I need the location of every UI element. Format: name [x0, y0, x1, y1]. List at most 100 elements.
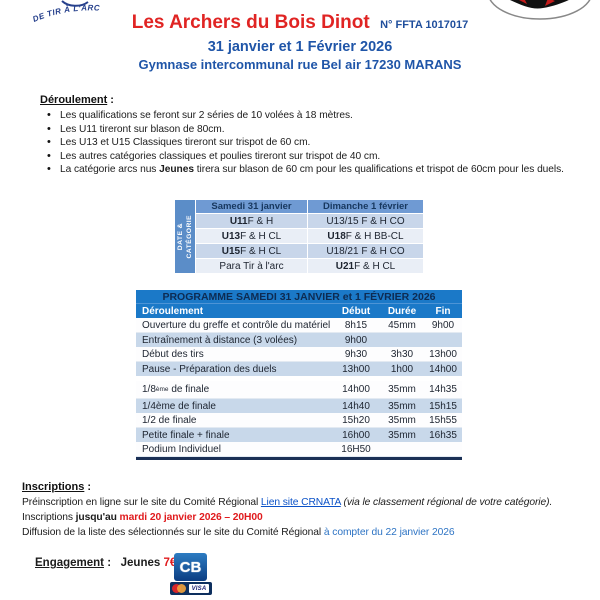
cell-fin: 16h35	[429, 429, 457, 441]
row-label: 1/8 ème de finale	[136, 381, 332, 398]
text-segment: Préinscription en ligne sur le site du C…	[22, 497, 261, 508]
programme-table-body: Ouverture du greffe et contrôle du matér…	[136, 318, 462, 457]
row-label: Petite finale + finale	[136, 428, 332, 442]
cell-debut: 14h40	[342, 400, 370, 412]
cell-sunday: U18 F & H BB-CL	[308, 229, 423, 243]
text-segment: F & H CL	[240, 245, 282, 257]
text-segment: Les U11 tireront sur blason de 80cm.	[60, 123, 225, 135]
cell-debut: 16h00	[342, 429, 370, 441]
cell-fin: 14h00	[429, 363, 457, 375]
programme-row: Podium Individuel 16H50	[136, 442, 462, 457]
date-category-table: DATE & CATÉGORIE Samedi 31 janvier Diman…	[175, 200, 423, 273]
text-segment: Petite finale + finale	[142, 429, 230, 441]
cell-saturday: Para Tir à l'arc	[196, 259, 307, 273]
cell-saturday: U15 F & H CL	[196, 244, 307, 258]
col-deroulement: Déroulement	[142, 305, 204, 317]
cell-fin	[424, 442, 462, 456]
bullet-item: Les qualifications se feront sur 2 série…	[40, 109, 595, 123]
date-table-row: U13 F & H CL U18 F & H BB-CL	[196, 229, 423, 243]
cb-logo-text: CB	[179, 558, 202, 576]
text-segment: mardi 20 janvier 2026 – 20H00	[119, 512, 263, 523]
programme-row: 1/4ème de finale 14h40 35mm 15h15	[136, 399, 462, 413]
cell-sunday: U21 F & H CL	[308, 259, 423, 273]
text-segment: Pause - Préparation des duels	[142, 363, 277, 375]
engagement-line: Engagement : Jeunes 7€	[35, 557, 176, 569]
text-segment: Engagement	[35, 557, 105, 569]
inscriptions-lines: Préinscription en ligne sur le site du C…	[22, 495, 597, 540]
club-logo-icon	[489, 0, 591, 20]
text-segment: Jeunes	[120, 557, 164, 569]
bullet-item: La catégorie arcs nus Jeunes tirera sur …	[40, 163, 595, 177]
cell-debut: 9h00	[344, 334, 368, 346]
row-label: Podium Individuel	[136, 442, 332, 456]
date-table-body: U11 F & H U13/15 F & H CO U13 F & H CL U18 …	[196, 214, 423, 273]
cell-debut: 9h30	[344, 348, 368, 360]
inscriptions-line: Préinscription en ligne sur le site du C…	[22, 495, 597, 510]
text-segment: U11	[229, 215, 248, 227]
row-label: 1/2 de finale	[136, 413, 332, 427]
text-segment: Podium Individuel	[142, 443, 221, 455]
cell-duree: 35mm	[388, 400, 416, 412]
text-segment: U18	[327, 230, 346, 242]
column-sunday: Dimanche 1 février	[308, 200, 423, 213]
row-label: Pause - Préparation des duels	[136, 362, 332, 376]
text-segment: de finale	[168, 384, 210, 395]
cell-duree: 3h30	[390, 348, 414, 360]
cell-sunday: U13/15 F & H CO	[308, 214, 423, 228]
inscriptions-line: Diffusion de la liste des sélectionnés s…	[22, 525, 597, 540]
cell-fin: 15h15	[429, 400, 457, 412]
programme-table: PROGRAMME SAMEDI 31 JANVIER et 1 FÉVRIER…	[136, 290, 462, 460]
cell-duree: 35mm	[388, 384, 416, 395]
mastercard-icon	[172, 584, 187, 593]
crnata-link[interactable]: Lien site CRNATA	[260, 497, 341, 508]
text-segment: 1/8	[142, 384, 156, 395]
programme-title: PROGRAMME SAMEDI 31 JANVIER et 1 FÉVRIER…	[136, 290, 462, 304]
inscriptions-section: Inscriptions : Préinscription en ligne s…	[22, 481, 597, 540]
inscriptions-heading: Inscriptions :	[22, 481, 92, 493]
text-segment: Diffusion de la liste des sélectionnés s…	[22, 527, 324, 538]
cell-fin	[424, 333, 462, 347]
text-segment: U18/21 F & H CO	[326, 245, 405, 257]
programme-row: Pause - Préparation des duels 13h00 1h00 14…	[136, 362, 462, 376]
ffta-number: N° FFTA 1017017	[380, 19, 469, 31]
text-segment: 7€	[163, 557, 177, 569]
cell-saturday: U13 F & H CL	[196, 229, 307, 243]
text-segment: Para Tir à l'arc	[219, 260, 284, 272]
text-segment: Entraînement à distance (3 volées)	[142, 334, 298, 346]
row-label: Ouverture du greffe et contrôle du matér…	[136, 318, 332, 332]
text-segment: F & H	[247, 215, 274, 227]
text-segment: jusqu'au	[75, 512, 120, 523]
cell-sunday: U18/21 F & H CO	[308, 244, 423, 258]
date-table-grid: Samedi 31 janvier Dimanche 1 février U11…	[196, 200, 423, 273]
date-table-header: Samedi 31 janvier Dimanche 1 février	[196, 200, 423, 213]
text-segment: tirera sur blason de 60 cm pour les qual…	[193, 164, 564, 176]
cell-debut: 14h00	[342, 384, 370, 395]
text-segment: à compter du 22 janvier 2026	[323, 527, 455, 538]
programme-row: 1/2 de finale 15h20 35mm 15h55	[136, 413, 462, 428]
text-segment: Début des tirs	[142, 348, 204, 360]
text-segment: :	[104, 557, 121, 569]
programme-row: Entraînement à distance (3 volées) 9h00	[136, 333, 462, 347]
event-dates: 31 janvier et 1 Février 2026	[207, 39, 393, 55]
date-table-row: U11 F & H U13/15 F & H CO	[196, 214, 423, 228]
text-segment: F & H BB-CL	[345, 230, 404, 242]
federation-logo-icon: DE TIR À L'ARC	[31, 0, 100, 24]
bullet-item: Les U13 et U15 Classiques tireront sur t…	[40, 136, 595, 150]
cell-duree	[380, 333, 424, 347]
text-segment: Les autres catégories classiques et poul…	[60, 150, 381, 162]
programme-row: Petite finale + finale 16h00 35mm 16h35	[136, 428, 462, 442]
deroulement-section: Déroulement : Les qualifications se fero…	[40, 94, 595, 177]
text-segment: (via le classement régional de votre cat…	[343, 497, 553, 508]
col-fin: Fin	[435, 305, 451, 317]
row-label: Entraînement à distance (3 volées)	[136, 333, 332, 347]
text-segment: La catégorie arcs nus	[60, 164, 160, 176]
cell-debut: 13h00	[342, 363, 370, 375]
card-brands-strip: VISA	[170, 582, 212, 595]
text-segment: 1/4ème de finale	[142, 400, 216, 412]
cell-fin: 14h35	[429, 384, 457, 395]
row-label: 1/4ème de finale	[136, 399, 332, 413]
date-table-row: Para Tir à l'arc U21 F & H CL	[196, 259, 423, 273]
column-saturday: Samedi 31 janvier	[196, 200, 307, 213]
cell-debut: 15h20	[342, 414, 370, 426]
